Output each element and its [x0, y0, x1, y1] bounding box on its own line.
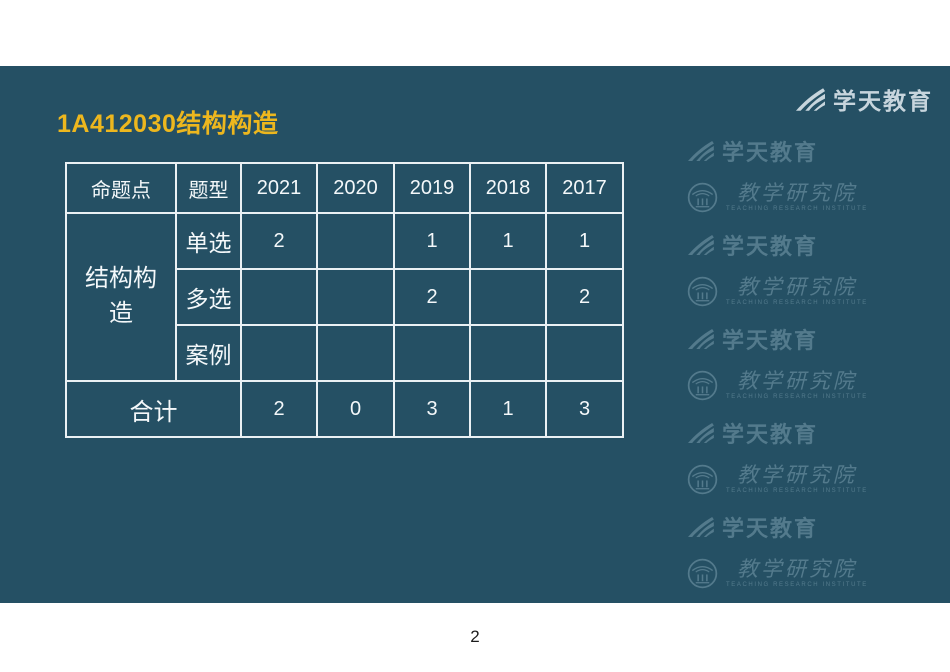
watermark-brand-label: 学天教育 — [722, 139, 819, 165]
table-row-multi-choice: 多选 2 2 — [66, 268, 624, 326]
watermark-institute: 教学研究院 TEACHING RESEARCH INSTITUTE — [687, 268, 866, 315]
value-cell: 2 — [240, 212, 318, 270]
watermark-institute: 教学研究院 TEACHING RESEARCH INSTITUTE — [687, 550, 866, 597]
road-stripes-watermark-icon — [687, 234, 714, 255]
total-value-cell: 3 — [545, 380, 624, 438]
col-header-2019: 2019 — [393, 162, 471, 214]
table-header-row: 命题点 题型 2021 2020 2019 2018 2017 — [65, 162, 624, 214]
slide-title: 1A412030结构构造 — [57, 110, 279, 138]
watermark-brand: 学天教育 — [687, 221, 847, 268]
value-cell — [316, 212, 395, 270]
total-value-cell: 1 — [469, 380, 547, 438]
value-cell — [469, 268, 547, 326]
watermark-brand: 学天教育 — [687, 127, 847, 174]
value-cell: 2 — [545, 268, 624, 326]
watermark-institute-label: 教学研究院 — [736, 557, 857, 581]
institute-seal-icon — [687, 370, 718, 401]
road-stripes-watermark-icon — [687, 140, 714, 161]
value-cell: 2 — [393, 268, 471, 326]
watermark-institute-label: 教学研究院 — [736, 275, 857, 299]
watermark-institute-text: 教学研究院 TEACHING RESEARCH INSTITUTE — [726, 557, 868, 589]
watermark-brand: 学天教育 — [687, 409, 847, 456]
value-cell — [469, 324, 547, 382]
road-stripes-watermark-icon — [687, 516, 714, 537]
page-number: 2 — [470, 627, 480, 646]
watermark-brand: 学天教育 — [687, 315, 847, 362]
col-header-topic: 命题点 — [65, 162, 177, 214]
slide-canvas: 1A412030结构构造 学天教育 命题点 题型 2021 20 — [0, 66, 950, 603]
watermark-brand-label: 学天教育 — [722, 515, 819, 541]
type-cell: 案例 — [175, 324, 242, 382]
institute-seal-icon — [687, 464, 718, 495]
value-cell — [240, 268, 318, 326]
total-value-cell: 2 — [240, 380, 318, 438]
watermark-institute-subtitle: TEACHING RESEARCH INSTITUTE — [726, 582, 868, 588]
watermark-institute-text: 教学研究院 TEACHING RESEARCH INSTITUTE — [726, 181, 868, 213]
type-cell: 单选 — [175, 212, 242, 270]
type-cell: 多选 — [175, 268, 242, 326]
table-row-case: 案例 — [66, 324, 624, 382]
brand-logo: 学天教育 — [795, 82, 933, 116]
total-label-cell: 合计 — [65, 380, 242, 438]
watermark-brand-label: 学天教育 — [722, 233, 819, 259]
col-header-2021: 2021 — [240, 162, 318, 214]
watermark-institute-subtitle: TEACHING RESEARCH INSTITUTE — [726, 206, 868, 212]
col-header-2018: 2018 — [469, 162, 547, 214]
watermark-brand-label: 学天教育 — [722, 327, 819, 353]
col-header-2017: 2017 — [545, 162, 624, 214]
col-header-type: 题型 — [175, 162, 242, 214]
total-value-cell: 0 — [316, 380, 395, 438]
topic-cell: 结构构造 — [65, 212, 177, 382]
exam-history-table: 命题点 题型 2021 2020 2019 2018 2017 结构构造 单选 … — [65, 162, 624, 438]
value-cell — [316, 324, 395, 382]
watermark-brand: 学天教育 — [687, 503, 847, 550]
institute-seal-icon — [687, 276, 718, 307]
brand-logo-label: 学天教育 — [833, 88, 933, 114]
total-value-cell: 3 — [393, 380, 471, 438]
value-cell — [393, 324, 471, 382]
table-row-single-choice: 结构构造 单选 2 1 1 1 — [65, 212, 624, 382]
value-cell: 1 — [545, 212, 624, 270]
value-cell: 1 — [393, 212, 471, 270]
watermark-institute: 教学研究院 TEACHING RESEARCH INSTITUTE — [687, 456, 866, 503]
watermark-institute-text: 教学研究院 TEACHING RESEARCH INSTITUTE — [726, 275, 868, 307]
watermark-institute-text: 教学研究院 TEACHING RESEARCH INSTITUTE — [726, 463, 868, 495]
col-header-2020: 2020 — [316, 162, 395, 214]
watermark-institute-label: 教学研究院 — [736, 463, 857, 487]
table-row-total: 合计 2 0 3 1 3 — [65, 380, 624, 438]
road-stripes-watermark-icon — [687, 328, 714, 349]
value-cell — [240, 324, 318, 382]
watermark-column: 学天教育 教学研究院 TEACHING RESEARCH INSTITUTE — [687, 127, 866, 597]
road-stripes-logo-icon — [795, 87, 825, 111]
watermark-institute: 教学研究院 TEACHING RESEARCH INSTITUTE — [687, 362, 866, 409]
watermark-institute-subtitle: TEACHING RESEARCH INSTITUTE — [726, 488, 868, 494]
watermark-institute-label: 教学研究院 — [736, 181, 857, 205]
institute-seal-icon — [687, 558, 718, 589]
value-cell — [545, 324, 624, 382]
watermark-institute: 教学研究院 TEACHING RESEARCH INSTITUTE — [687, 174, 866, 221]
watermark-institute-subtitle: TEACHING RESEARCH INSTITUTE — [726, 394, 868, 400]
watermark-institute-label: 教学研究院 — [736, 369, 857, 393]
watermark-institute-text: 教学研究院 TEACHING RESEARCH INSTITUTE — [726, 369, 868, 401]
watermark-brand-label: 学天教育 — [722, 421, 819, 447]
value-cell — [316, 268, 395, 326]
value-cell: 1 — [469, 212, 547, 270]
institute-seal-icon — [687, 182, 718, 213]
watermark-institute-subtitle: TEACHING RESEARCH INSTITUTE — [726, 300, 868, 306]
road-stripes-watermark-icon — [687, 422, 714, 443]
